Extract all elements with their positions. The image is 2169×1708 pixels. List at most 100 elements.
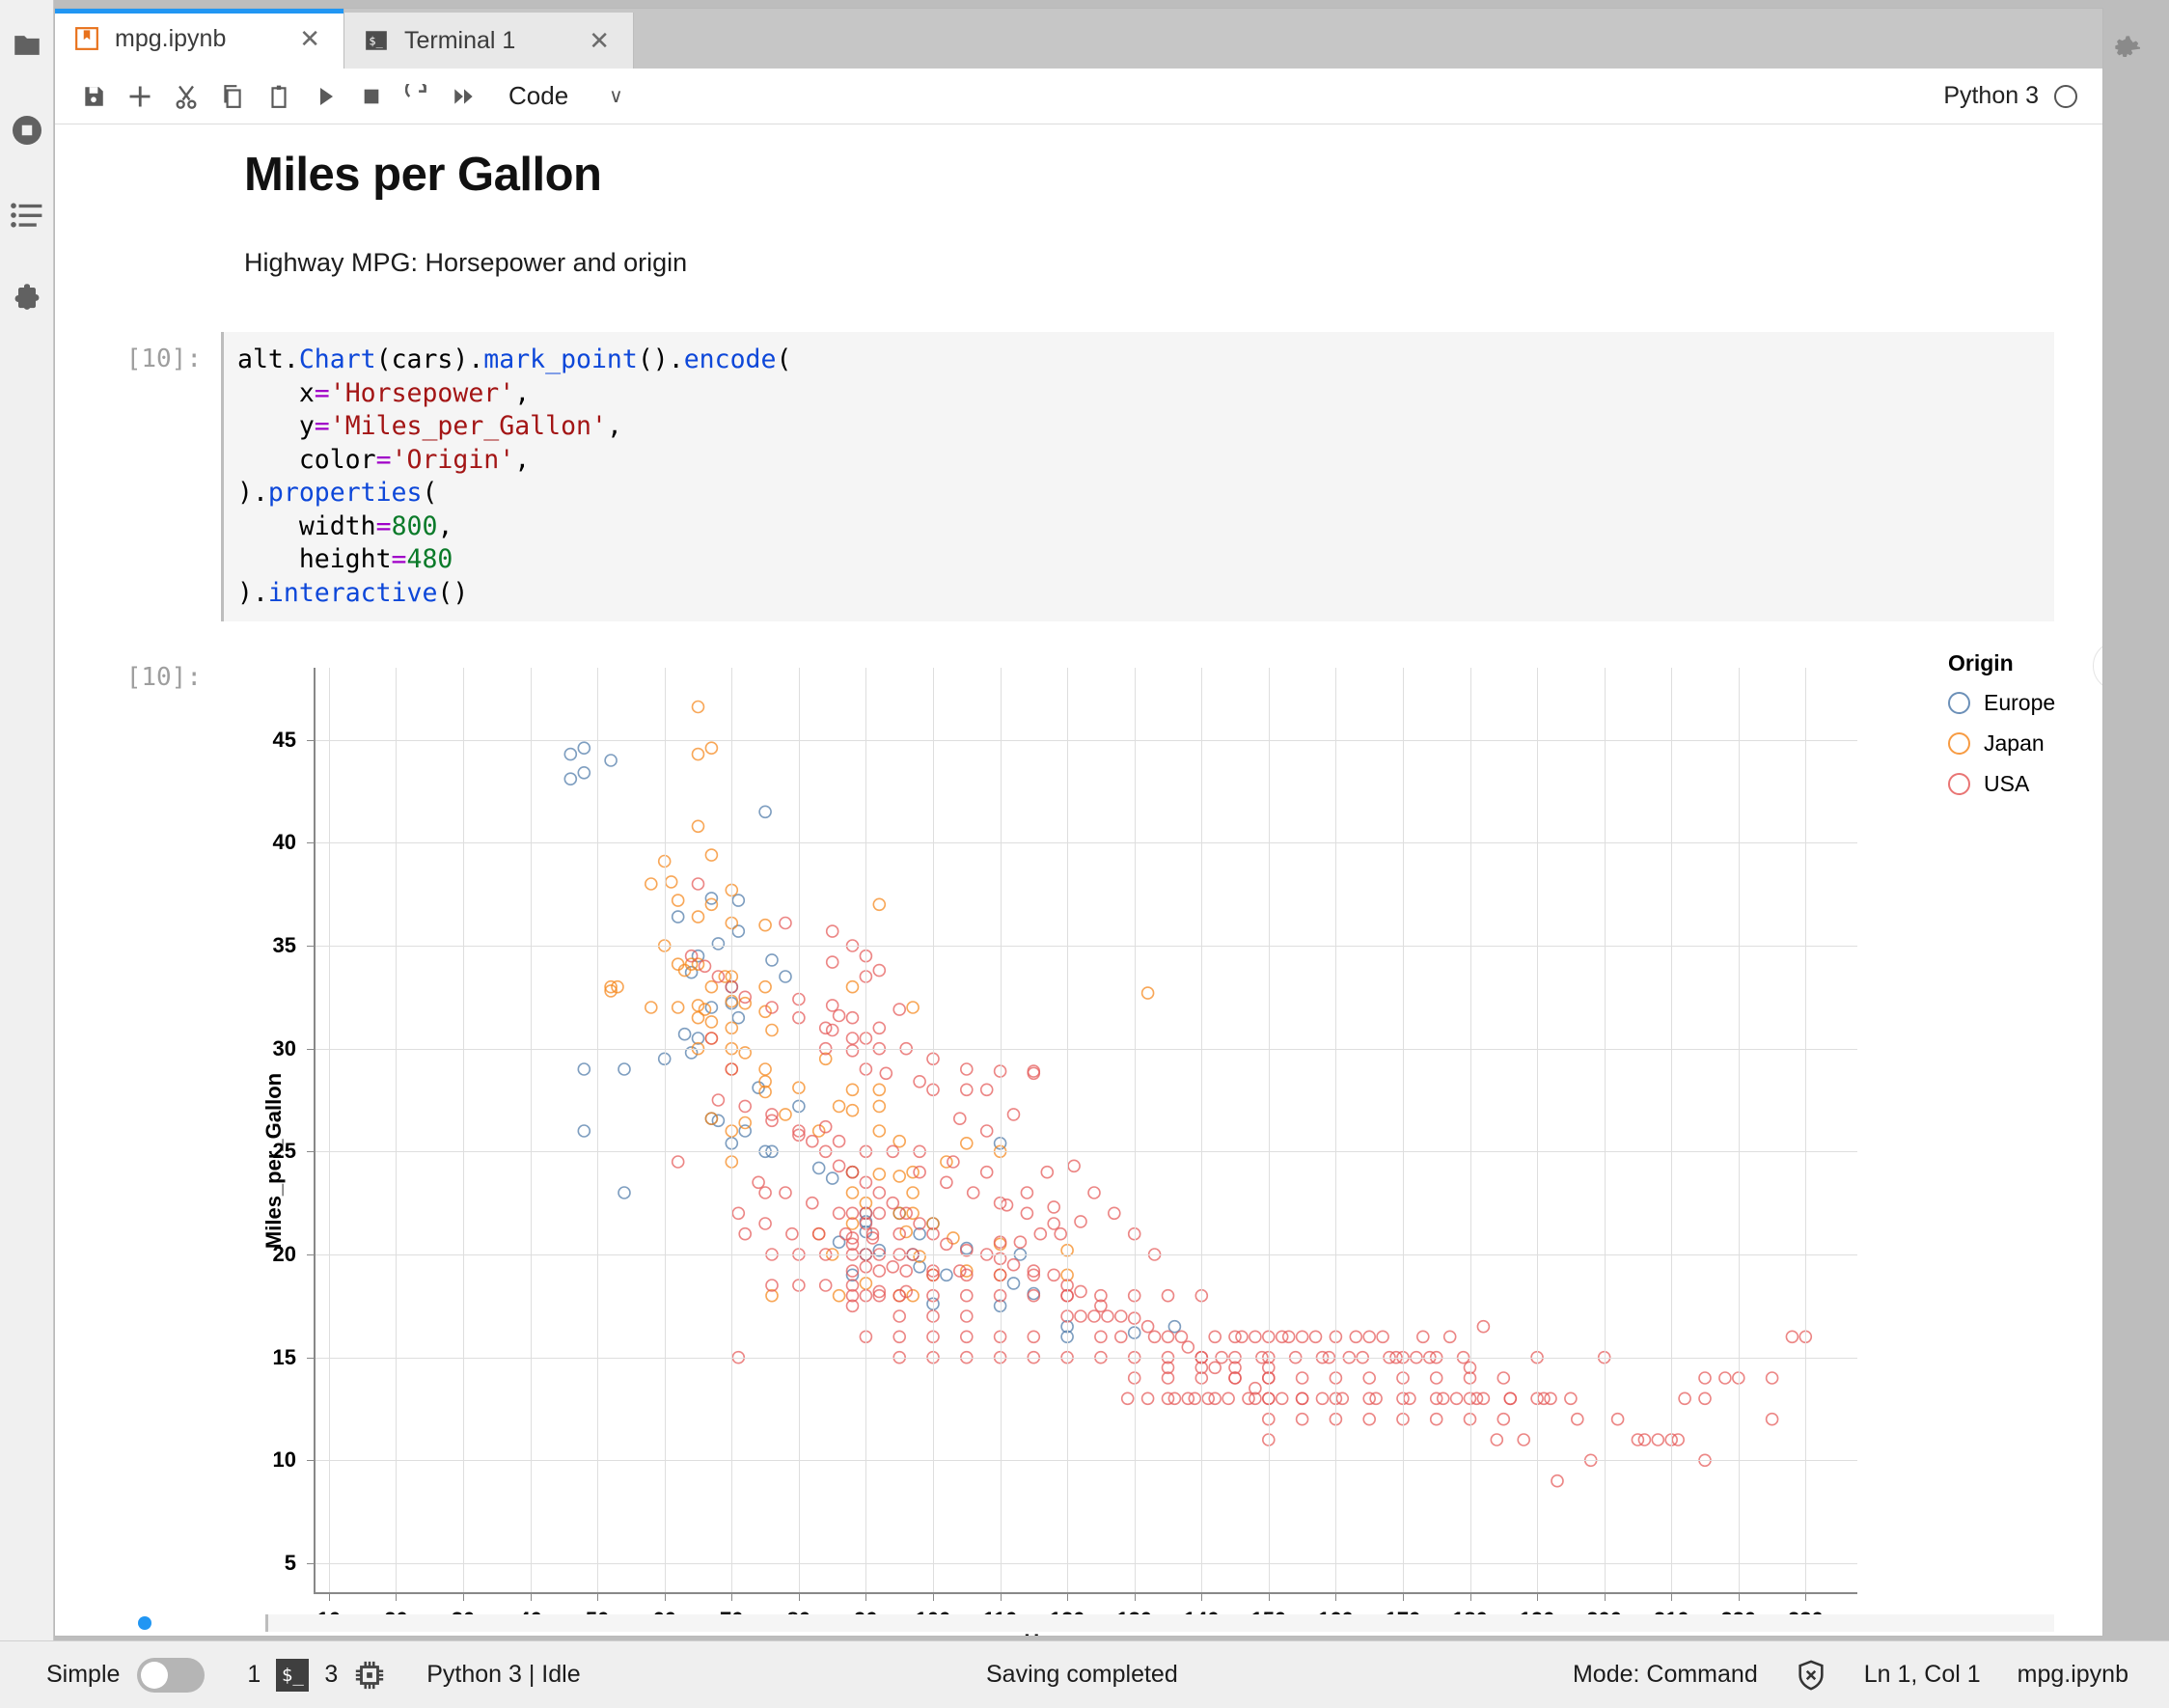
- data-point: [1517, 1433, 1530, 1446]
- vega-chart[interactable]: Miles_per_Gallon 10203040506070809010011…: [221, 641, 2102, 1636]
- data-point: [1140, 1391, 1155, 1406]
- next-code-input[interactable]: [265, 1614, 2054, 1632]
- legend-symbol: [1948, 732, 1970, 755]
- data-point: [691, 1032, 705, 1045]
- data-point: [1027, 1268, 1041, 1282]
- data-point: [1242, 1391, 1255, 1406]
- insert-cell-button[interactable]: [117, 75, 163, 118]
- data-point: [892, 1226, 907, 1241]
- puzzle-icon[interactable]: [9, 282, 45, 318]
- tab-terminal-1[interactable]: $_ Terminal 1 ✕: [344, 13, 634, 69]
- kernel-count[interactable]: 1: [247, 1661, 261, 1688]
- data-point: [1228, 1330, 1242, 1344]
- data-point: [825, 1023, 839, 1037]
- data-point: [657, 854, 672, 868]
- x-gridline: [396, 668, 398, 1592]
- data-point: [906, 1186, 920, 1199]
- data-point: [1571, 1412, 1584, 1426]
- plot-area[interactable]: Miles_per_Gallon 10203040506070809010011…: [261, 668, 1857, 1632]
- data-point: [1429, 1371, 1443, 1385]
- close-icon[interactable]: ✕: [589, 26, 610, 55]
- cursor-position[interactable]: Ln 1, Col 1: [1863, 1661, 1981, 1688]
- clipboard-icon[interactable]: [256, 75, 302, 118]
- data-point: [859, 1062, 873, 1076]
- x-tick: [597, 1592, 599, 1601]
- data-point: [1678, 1391, 1691, 1406]
- folder-icon[interactable]: [9, 27, 45, 64]
- close-icon[interactable]: ✕: [299, 24, 320, 53]
- scissors-icon[interactable]: [163, 75, 209, 118]
- x-tick: [463, 1592, 465, 1601]
- play-icon[interactable]: [302, 75, 348, 118]
- data-point: [913, 1217, 926, 1230]
- x-gridline: [865, 668, 867, 1592]
- kernel-status[interactable]: Python 3 | Idle: [426, 1661, 581, 1688]
- simple-mode-toggle[interactable]: [137, 1657, 206, 1693]
- data-point: [691, 819, 705, 834]
- code-source: alt.Chart(cars).mark_point().encode( x='…: [237, 344, 792, 608]
- data-point: [1664, 1433, 1678, 1446]
- x-gridline: [1805, 668, 1807, 1592]
- data-point: [818, 1144, 833, 1159]
- data-point: [1798, 1330, 1813, 1344]
- data-point: [711, 1093, 726, 1107]
- gear-icon[interactable]: [2106, 28, 2145, 67]
- x-gridline: [1335, 668, 1337, 1592]
- data-point: [1503, 1391, 1518, 1406]
- legend-item-japan[interactable]: Japan: [1948, 730, 2102, 757]
- data-point: [979, 1165, 994, 1179]
- data-point: [1087, 1186, 1101, 1199]
- chevron-down-icon: ∨: [609, 86, 623, 107]
- x-tick: [1738, 1592, 1740, 1601]
- data-point: [818, 1021, 833, 1035]
- data-point: [859, 1206, 873, 1221]
- legend-item-usa[interactable]: USA: [1948, 771, 2102, 797]
- notebook-mode[interactable]: Mode: Command: [1572, 1661, 1758, 1688]
- data-point: [684, 1046, 699, 1060]
- refresh-icon[interactable]: [395, 75, 441, 118]
- series-europe: [563, 741, 1182, 1344]
- legend[interactable]: Origin Europe Japan USA: [1948, 650, 2102, 812]
- data-point: [872, 1264, 887, 1278]
- data-point: [872, 1206, 887, 1221]
- x-gridline: [1402, 668, 1404, 1592]
- terminal-icon[interactable]: $_: [276, 1658, 310, 1692]
- data-point: [845, 1268, 860, 1282]
- data-point: [1544, 1391, 1557, 1406]
- square-icon[interactable]: [348, 75, 395, 118]
- kernel-indicator[interactable]: Python 3: [1943, 82, 2087, 110]
- data-point: [1698, 1371, 1712, 1385]
- data-point: [1208, 1330, 1222, 1344]
- terminal-icon: $_: [364, 28, 389, 53]
- legend-item-europe[interactable]: Europe: [1948, 690, 2102, 716]
- fast-forward-icon[interactable]: [441, 75, 487, 118]
- code-editor[interactable]: alt.Chart(cars).mark_point().encode( x='…: [221, 332, 2054, 621]
- data-point: [906, 1206, 920, 1221]
- data-point: [959, 1062, 974, 1076]
- data-point: [1161, 1288, 1175, 1303]
- copy-icon[interactable]: [209, 75, 256, 118]
- code-cell[interactable]: [10]: alt.Chart(cars).mark_point().encod…: [55, 332, 2102, 621]
- data-point: [1181, 1340, 1195, 1354]
- shield-x-icon[interactable]: [1795, 1659, 1827, 1692]
- list-icon[interactable]: [9, 197, 45, 234]
- tab-mpg-ipynb[interactable]: mpg.ipynb ✕: [55, 9, 344, 69]
- cpu-icon[interactable]: [353, 1659, 386, 1692]
- terminal-count[interactable]: 3: [324, 1661, 339, 1688]
- data-point: [704, 979, 719, 994]
- markdown-cell[interactable]: Miles per Gallon Highway MPG: Horsepower…: [55, 124, 2102, 278]
- data-point: [1651, 1433, 1665, 1446]
- x-tick: [798, 1592, 800, 1601]
- data-point: [872, 1243, 887, 1257]
- next-cell-stub[interactable]: [55, 1611, 2102, 1636]
- data-point: [758, 918, 772, 932]
- cell-type-select[interactable]: Code ∨: [508, 81, 623, 111]
- data-point: [1261, 1330, 1276, 1344]
- save-button[interactable]: [70, 75, 117, 118]
- data-point: [1067, 1159, 1081, 1173]
- x-tick: [1805, 1592, 1807, 1601]
- data-point: [1101, 1309, 1114, 1323]
- data-point: [657, 1052, 672, 1066]
- stop-circle-icon[interactable]: [9, 112, 45, 149]
- tab-bar: mpg.ipynb ✕ $_ Terminal 1 ✕: [55, 9, 2102, 69]
